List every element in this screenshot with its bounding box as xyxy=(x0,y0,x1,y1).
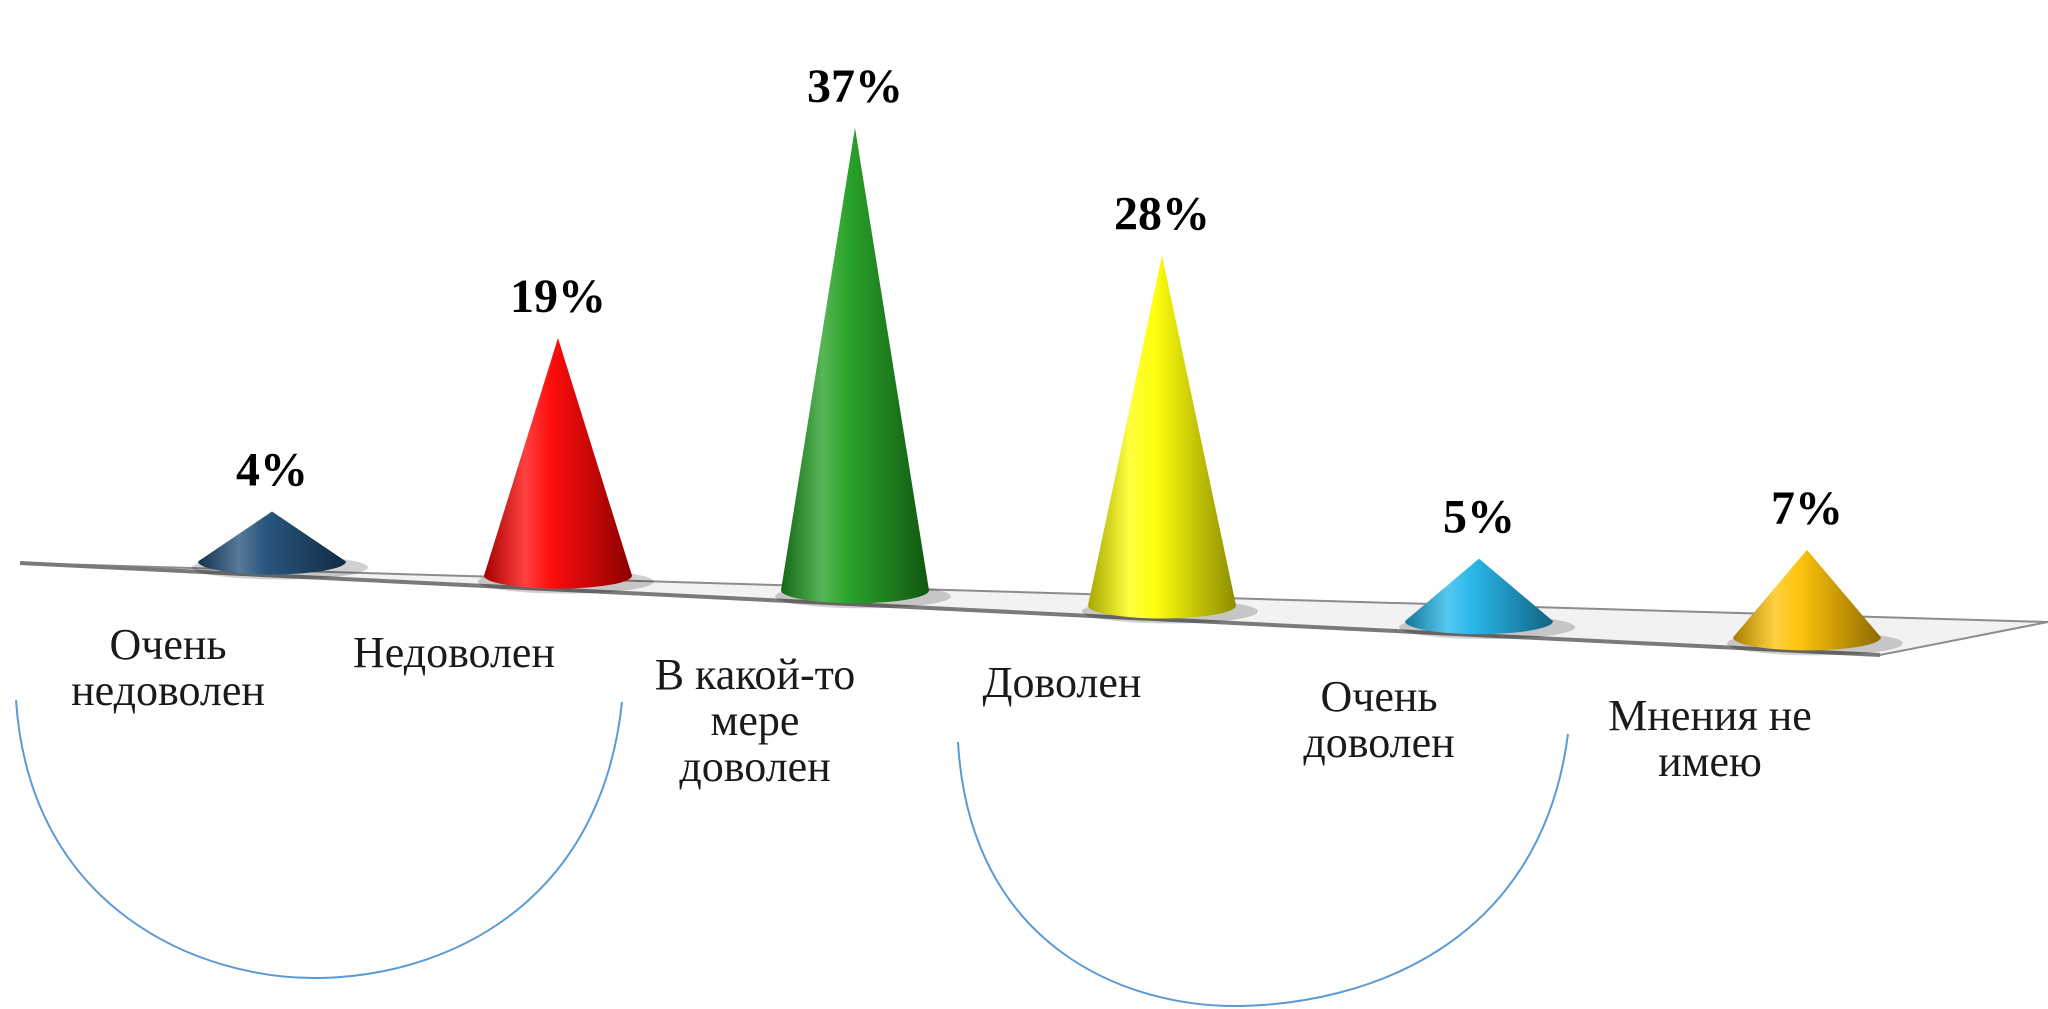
cone-series xyxy=(192,127,1903,656)
category-label-line: доволен xyxy=(679,742,830,791)
category-label: Недоволен xyxy=(353,628,555,677)
category-label-line: Недоволен xyxy=(353,628,555,677)
data-label: 7% xyxy=(1771,482,1843,535)
data-labels: 4% 19% 37% 28% 5% 7% xyxy=(236,60,1843,544)
cone-body xyxy=(198,511,346,575)
category-label-line: Мнения не xyxy=(1608,691,1812,740)
cone-1 xyxy=(478,338,654,594)
grouping-arcs xyxy=(15,699,1569,1008)
cone-body xyxy=(1405,558,1553,635)
floor-front-edge xyxy=(19,561,1881,657)
cone-5 xyxy=(1727,549,1903,656)
cone-3 xyxy=(1082,255,1258,624)
grouping-arc-satisfied xyxy=(957,733,1569,1008)
category-label-line: Очень xyxy=(109,620,226,669)
cone-body xyxy=(484,338,632,589)
data-label: 28% xyxy=(1114,187,1210,240)
cone-body xyxy=(1088,255,1236,619)
category-label-line: В какой-то xyxy=(655,650,856,699)
cone-0 xyxy=(192,511,368,580)
data-label: 5% xyxy=(1443,491,1515,544)
category-label: Очень недоволен xyxy=(71,620,265,715)
category-label: В какой-то мере доволен xyxy=(655,650,856,791)
category-label-line: имею xyxy=(1658,737,1762,786)
category-label-line: Очень xyxy=(1320,672,1437,721)
cone-body xyxy=(781,127,929,604)
category-label: Очень доволен xyxy=(1303,672,1454,767)
category-label-line: мере xyxy=(711,696,800,745)
category-label-line: доволен xyxy=(1303,718,1454,767)
category-label-line: Доволен xyxy=(983,658,1142,707)
category-label-line: недоволен xyxy=(71,666,265,715)
cone-4 xyxy=(1399,558,1575,640)
data-label: 19% xyxy=(510,270,606,323)
cone-2 xyxy=(775,127,951,609)
grouping-arc-dissatisfied xyxy=(15,699,623,980)
category-label: Мнения не имею xyxy=(1608,691,1812,786)
category-label: Доволен xyxy=(983,658,1142,707)
data-label: 37% xyxy=(807,60,903,113)
cone-body xyxy=(1733,549,1881,651)
data-label: 4% xyxy=(236,443,308,496)
